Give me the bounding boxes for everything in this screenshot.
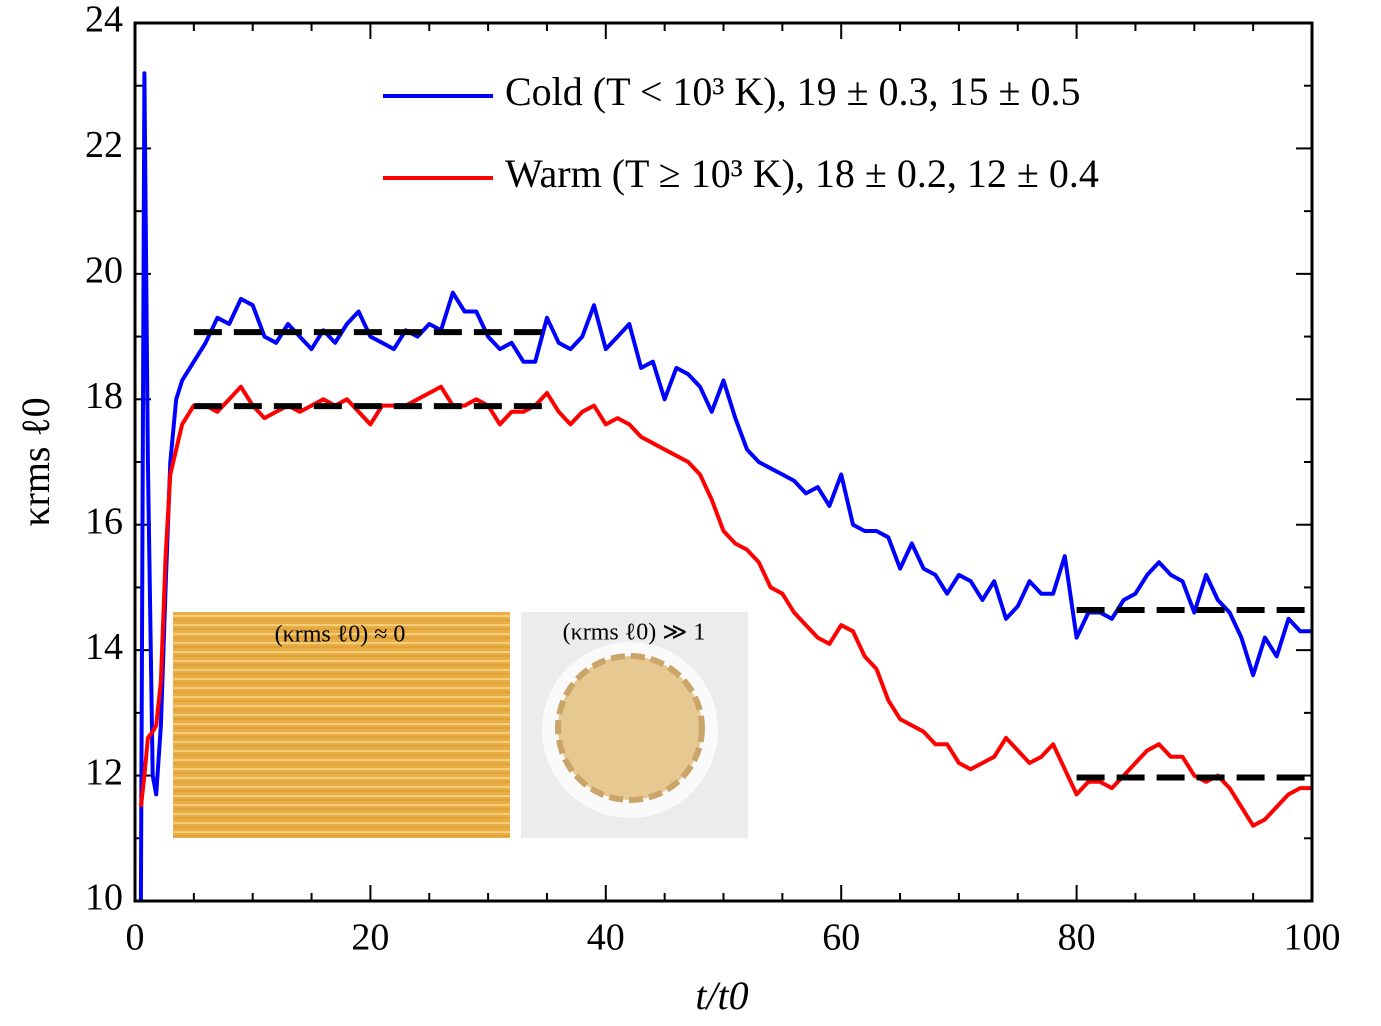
y-axis-label: κrms ℓ0 xyxy=(13,397,58,526)
y-tick-label: 22 xyxy=(85,124,123,166)
y-tick-label: 16 xyxy=(85,500,123,542)
pasta xyxy=(555,653,705,803)
x-tick-label: 0 xyxy=(126,917,145,959)
x-tick-label: 40 xyxy=(587,917,625,959)
x-tick-label: 80 xyxy=(1058,917,1096,959)
y-tick-label: 18 xyxy=(85,375,123,417)
y-tick-label: 20 xyxy=(85,250,123,292)
legend-label: Warm (T ≥ 10³ K), 18 ± 0.2, 12 ± 0.4 xyxy=(505,151,1099,196)
annotation: (κrms ℓ0) ≈ 0 xyxy=(275,622,406,648)
inset-images xyxy=(173,612,748,838)
inset-spaghetti xyxy=(173,612,510,838)
x-tick-label: 60 xyxy=(822,917,860,959)
x-axis-label: t/t0 xyxy=(695,973,748,1018)
x-tick-label: 100 xyxy=(1284,917,1341,959)
y-tick-label: 14 xyxy=(85,626,123,668)
x-tick-label: 20 xyxy=(351,917,389,959)
annotation: (κrms ℓ0) ≫ 1 xyxy=(563,620,706,646)
y-tick-label: 10 xyxy=(85,877,123,919)
plot-frame xyxy=(133,21,1314,903)
y-tick-label: 12 xyxy=(85,751,123,793)
legend-label: Cold (T < 10³ K), 19 ± 0.3, 15 ± 0.5 xyxy=(505,69,1081,114)
y-tick-label: 24 xyxy=(85,0,123,41)
